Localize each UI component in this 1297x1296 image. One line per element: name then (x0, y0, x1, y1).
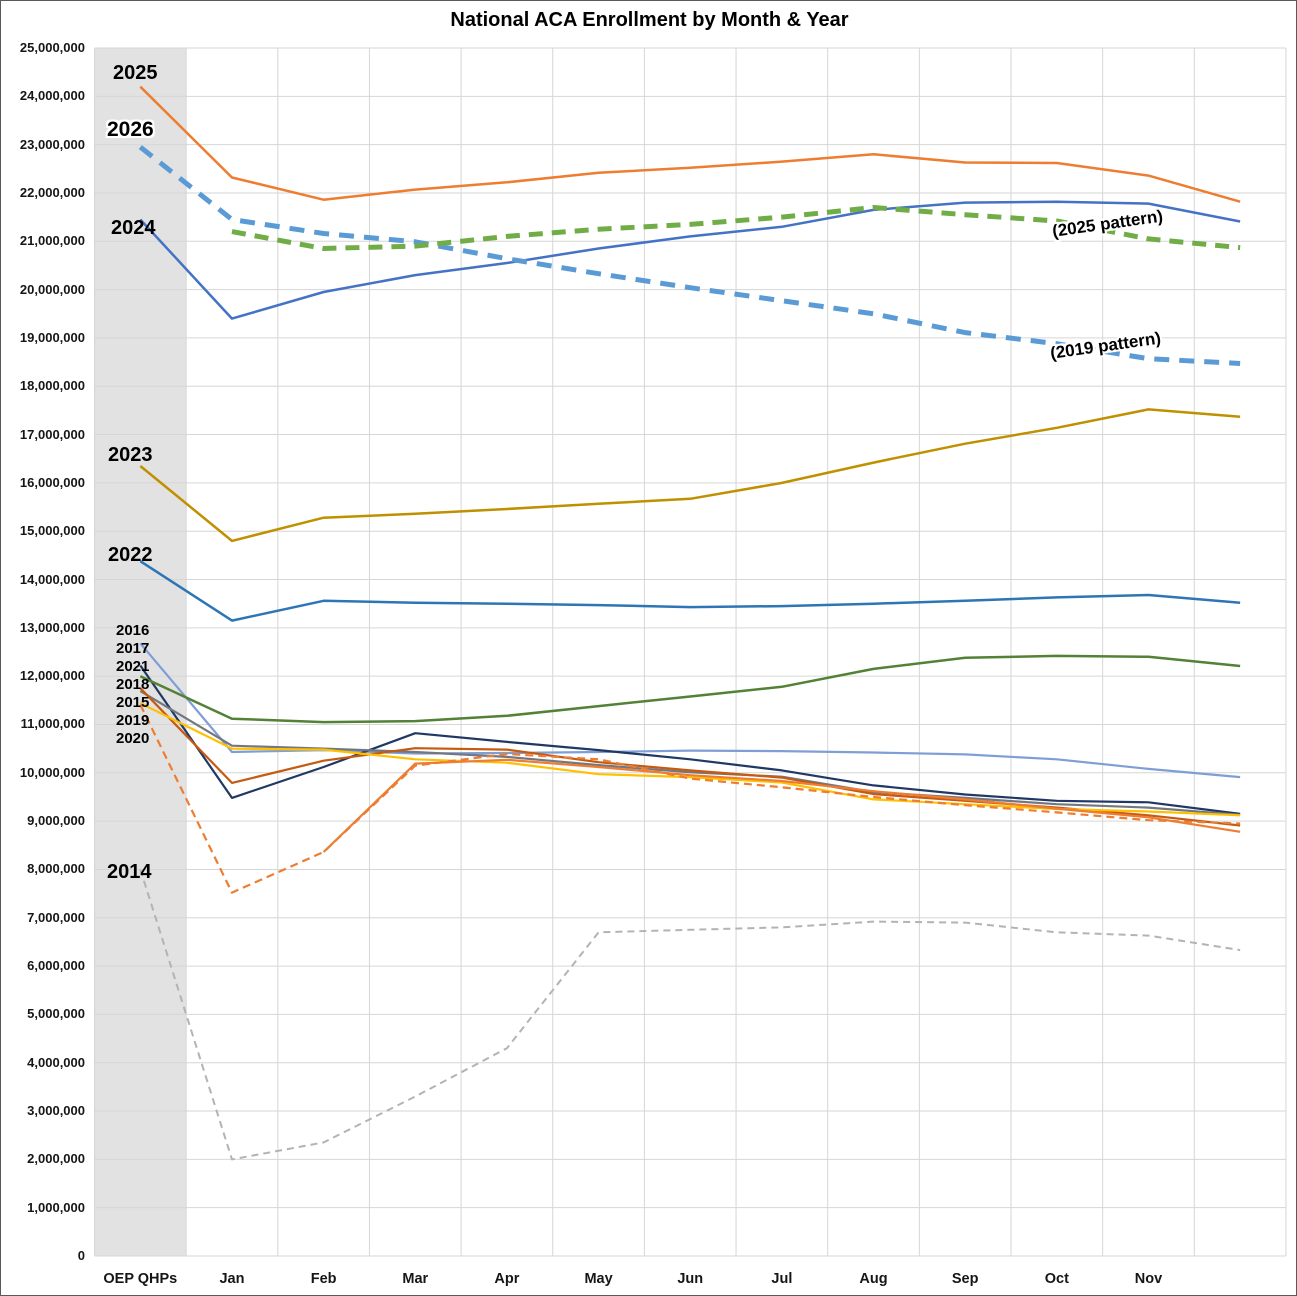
series-line-2017 (139, 664, 1241, 815)
y-axis-label: 24,000,000 (19, 88, 85, 104)
series-line-2025 (139, 85, 1241, 203)
year-label-2017: 2017 (116, 640, 150, 657)
year-label-2014: 2014 (107, 861, 152, 883)
y-axis-label: 20,000,000 (19, 281, 85, 297)
year-label-2024: 2024 (111, 217, 156, 239)
series-line-2015-actuals-unlabeled (322, 758, 1241, 853)
x-axis-label-oep-qhps: OEP QHPs (103, 1271, 178, 1287)
y-axis-label: 5,000,000 (27, 1006, 85, 1022)
y-axis-label: 21,000,000 (19, 233, 85, 249)
series-line-2016 (139, 642, 1241, 779)
y-axis-label: 19,000,000 (19, 329, 85, 345)
y-axis-label: 11,000,000 (20, 716, 85, 732)
y-axis-label: 1,000,000 (27, 1199, 85, 1215)
y-axis-label: 4,000,000 (27, 1054, 85, 1070)
year-label-2019: 2019 (116, 712, 150, 729)
oep-band (94, 48, 187, 1256)
year-label-2016: 2016 (116, 622, 150, 639)
x-axis-label-jan: Jan (219, 1271, 245, 1287)
year-label-2021: 2021 (116, 658, 150, 675)
series-line-2023 (139, 408, 1241, 543)
y-axis-label: 2,000,000 (27, 1151, 85, 1167)
x-axis-label-nov: Nov (1134, 1271, 1163, 1287)
y-axis-label: 25,000,000 (19, 40, 85, 55)
y-axis-label: 14,000,000 (19, 571, 85, 587)
year-label-2022: 2022 (108, 544, 153, 566)
series-line-2022 (139, 560, 1241, 622)
y-axis-label: 22,000,000 (19, 184, 85, 200)
y-axis-label: 10,000,000 (19, 764, 85, 780)
y-axis-label: 18,000,000 (19, 378, 85, 394)
year-label-2018: 2018 (116, 676, 150, 693)
x-axis-label-oct: Oct (1044, 1271, 1069, 1287)
y-axis-label: 6,000,000 (27, 958, 85, 974)
series-line-2021 (139, 654, 1241, 724)
series-line-2024 (139, 200, 1241, 320)
x-axis-label-mar: Mar (402, 1271, 429, 1287)
x-axis-label-jun: Jun (677, 1271, 704, 1287)
year-label-2020: 2020 (116, 730, 150, 747)
x-axis-label-sep: Sep (951, 1271, 979, 1287)
x-axis-label-may: May (584, 1271, 613, 1287)
year-label-2015: 2015 (116, 694, 150, 711)
y-axis-label: 3,000,000 (27, 1103, 85, 1119)
y-axis-label: 15,000,000 (19, 523, 85, 539)
x-axis-label-apr: Apr (494, 1271, 520, 1287)
y-axis-label: 7,000,000 (27, 909, 85, 925)
year-label-2023: 2023 (108, 444, 153, 466)
x-axis-label-feb: Feb (310, 1271, 337, 1287)
y-axis-label: 13,000,000 (19, 619, 85, 635)
series-line-2014 (139, 869, 1241, 1161)
year-label-2026: 2026 (107, 118, 154, 141)
y-axis-label: 12,000,000 (19, 668, 85, 684)
series-line-2026-2025-pattern (231, 205, 1241, 251)
series-line-2015 (139, 690, 1241, 816)
year-label-2025: 2025 (113, 62, 158, 84)
x-axis-label-jul: Jul (771, 1271, 793, 1287)
series-line-2026-2019-pattern (138, 145, 1241, 366)
x-axis-label-aug: Aug (859, 1271, 888, 1287)
y-axis-label: 8,000,000 (27, 861, 85, 877)
chart-title: National ACA Enrollment by Month & Year (450, 9, 849, 31)
y-axis-label: 16,000,000 (19, 474, 85, 490)
y-axis-label: 17,000,000 (19, 426, 85, 442)
y-axis-label: 9,000,000 (27, 813, 85, 829)
series-line-2020 (139, 704, 1241, 894)
y-axis-label: 23,000,000 (19, 136, 85, 152)
y-axis-label: 0 (77, 1248, 85, 1263)
